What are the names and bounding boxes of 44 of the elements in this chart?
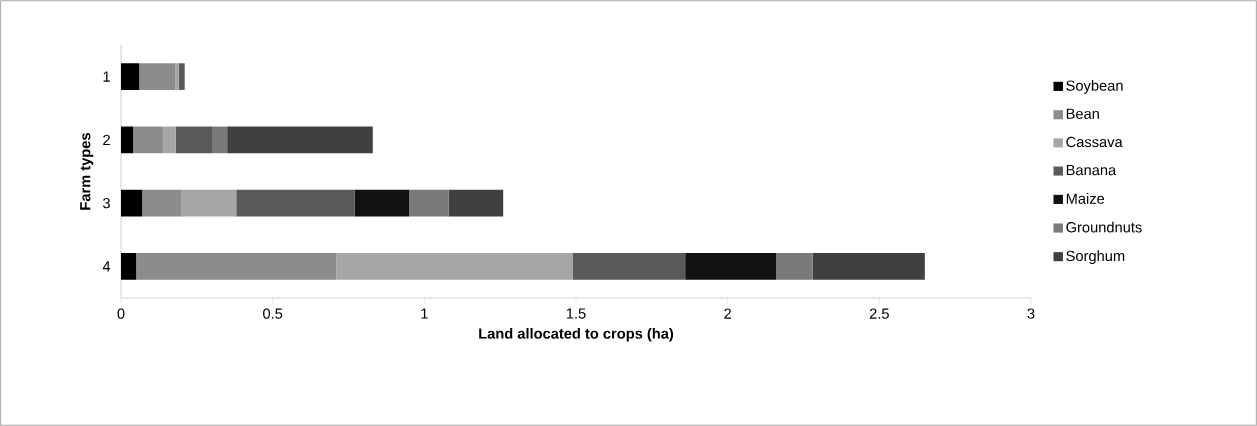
y-tick-label: 2 [103, 134, 110, 145]
y-axis-title: Farm types [80, 133, 94, 210]
x-tick-label: 3 [1027, 308, 1035, 319]
bar [142, 189, 182, 217]
x-tick-label: 2 [724, 308, 732, 319]
bar [178, 63, 185, 90]
bar [354, 189, 410, 217]
legend-label: Groundnuts [1066, 221, 1142, 233]
bar [121, 63, 140, 90]
legend-label: Banana [1066, 165, 1117, 176]
bar [409, 189, 449, 217]
x-tick-label: 2.5 [869, 308, 889, 319]
bar [175, 126, 212, 154]
y-tick-label: 3 [103, 197, 110, 209]
bar [121, 126, 134, 154]
legend-label: Sorghum [1066, 250, 1125, 264]
bar [181, 189, 237, 217]
bar [812, 253, 925, 280]
x-tick-label: 1 [421, 308, 428, 319]
bar [136, 253, 337, 280]
bar [133, 126, 164, 154]
legend-label: Cassava [1066, 136, 1123, 148]
bar [336, 253, 573, 280]
bar [139, 63, 176, 90]
bar [448, 189, 504, 217]
bar [175, 63, 179, 90]
y-tick-label: 1 [103, 71, 110, 82]
bar [236, 189, 355, 217]
bar [163, 126, 176, 154]
x-tick-label: 0.5 [263, 308, 283, 319]
x-tick-label: 0 [117, 308, 125, 319]
legend-label: Soybean [1066, 80, 1123, 94]
bar [227, 126, 373, 154]
legend-label: Maize [1066, 193, 1105, 204]
x-tick-label: 1.5 [566, 308, 586, 319]
bar [121, 189, 143, 217]
legend-label: Bean [1066, 108, 1099, 119]
x-axis-title: Land allocated to crops (ha) [479, 327, 674, 342]
bar [121, 253, 137, 280]
bar [776, 253, 813, 280]
y-tick-label: 4 [102, 261, 111, 272]
bar [685, 253, 777, 280]
bar [572, 253, 686, 280]
bar [212, 126, 228, 154]
